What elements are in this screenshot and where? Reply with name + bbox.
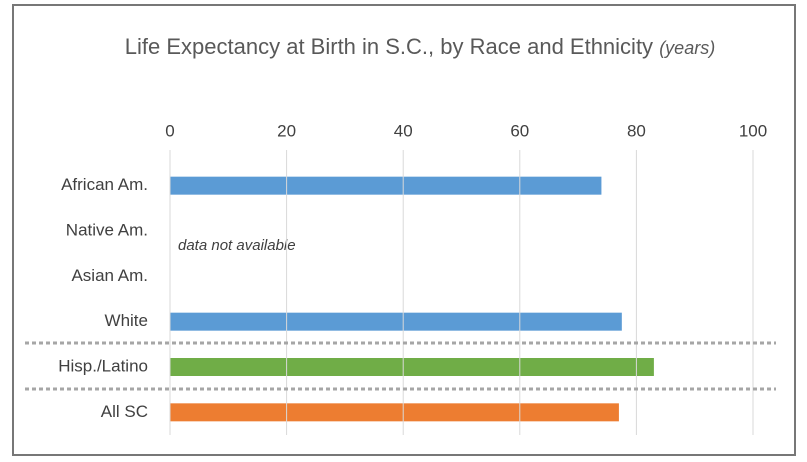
bar — [170, 312, 622, 331]
y-tick-label: All SC — [101, 402, 148, 421]
y-tick-label: Asian Am. — [71, 266, 148, 285]
chart-subtitle: (years) — [659, 38, 716, 58]
bar — [170, 358, 654, 376]
x-tick-label: 60 — [510, 121, 529, 140]
x-tick-label: 80 — [627, 121, 646, 140]
x-tick-label: 40 — [394, 121, 413, 140]
chart-frame — [12, 4, 796, 456]
bar — [170, 403, 619, 422]
y-tick-label: Native Am. — [66, 220, 148, 239]
y-tick-label: African Am. — [61, 175, 148, 194]
x-tick-label: 0 — [165, 121, 174, 140]
chart-title: Life Expectancy at Birth in S.C., by Rac… — [124, 34, 654, 59]
chart-title-block: Life Expectancy at Birth in S.C., by Rac… — [120, 30, 720, 65]
y-tick-label: White — [105, 311, 148, 330]
bar — [170, 176, 602, 195]
annotation: data not available — [178, 237, 296, 254]
y-tick-label: Hisp./Latino — [58, 356, 148, 375]
x-tick-label: 100 — [739, 121, 767, 140]
x-tick-label: 20 — [277, 121, 296, 140]
